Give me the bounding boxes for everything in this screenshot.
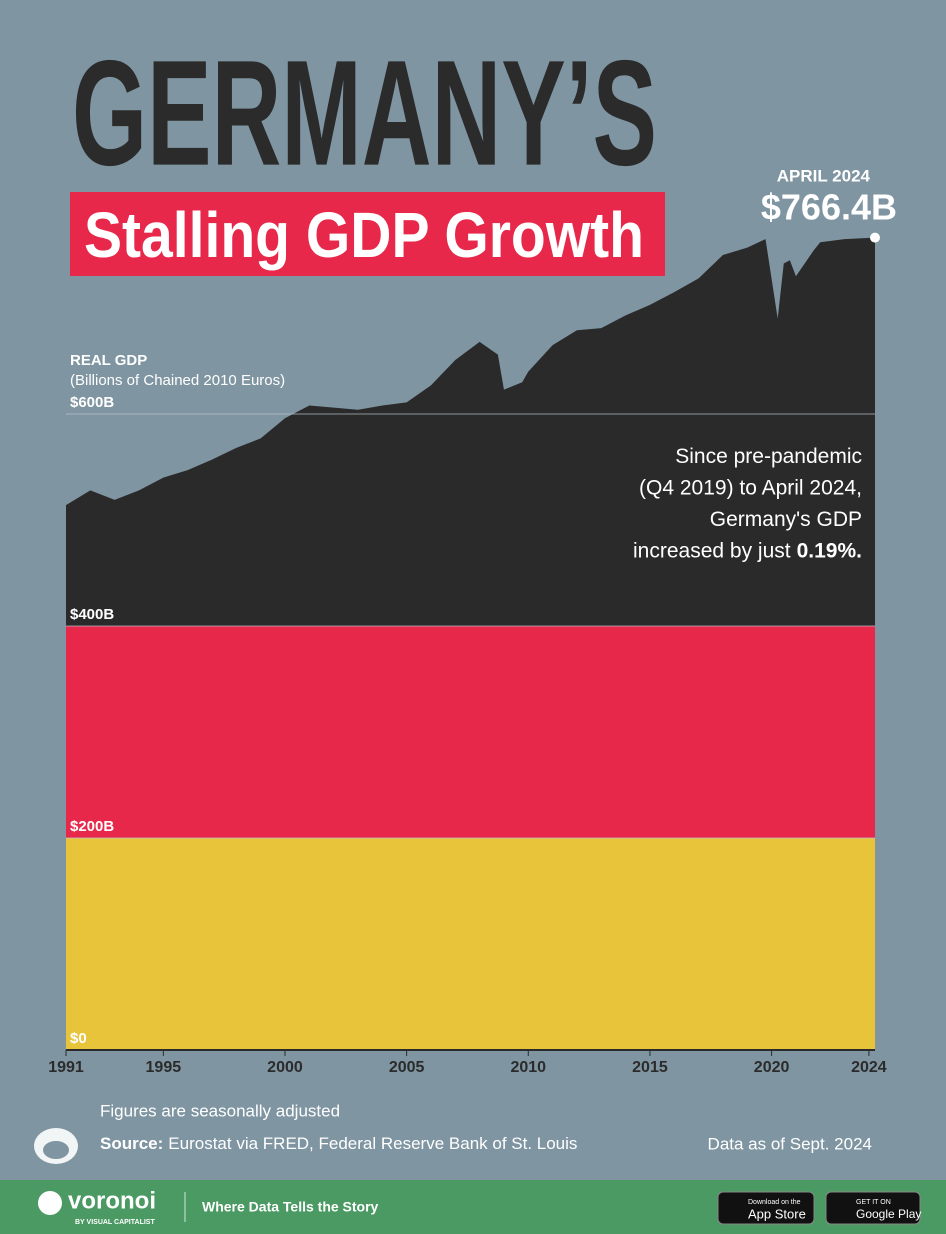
x-tick-label: 2000 bbox=[267, 1059, 303, 1076]
y-tick-label: $400B bbox=[70, 606, 114, 623]
google-play-top: GET IT ON bbox=[856, 1199, 891, 1206]
annotation-text: Since pre-pandemic bbox=[675, 445, 862, 468]
note: Figures are seasonally adjusted bbox=[100, 1101, 340, 1120]
source-line: Source: Eurostat via FRED, Federal Reserv… bbox=[100, 1134, 577, 1153]
annotation-text: (Q4 2019) to April 2024, bbox=[639, 476, 862, 499]
last-point-label: $766.4B bbox=[761, 187, 897, 228]
y-tick-label: $200B bbox=[70, 818, 114, 835]
y-axis-sublabel: (Billions of Chained 2010 Euros) bbox=[70, 372, 285, 389]
x-tick-label: 1991 bbox=[48, 1059, 84, 1076]
source: Eurostat via FRED, Federal Reserve Bank … bbox=[168, 1134, 577, 1153]
y-tick-label: $0 bbox=[70, 1030, 87, 1047]
annotation-line: (Q4 2019) to April 2024, bbox=[639, 476, 862, 499]
annotation: Since pre-pandemic (Q4 2019) to April 202… bbox=[633, 445, 862, 563]
google-play: Google Play bbox=[856, 1207, 921, 1221]
y-tick-label: $600B bbox=[70, 394, 114, 411]
chart-subtitle: Stalling GDP Growth bbox=[84, 199, 644, 271]
flag-band bbox=[66, 838, 875, 1050]
annotation-text: increased by just bbox=[633, 539, 791, 562]
x-tick-label: 2005 bbox=[389, 1059, 425, 1076]
annotation-line: Germany's GDP bbox=[710, 508, 862, 531]
y-axis-label: REAL GDP bbox=[70, 352, 147, 369]
subtitle-box bbox=[70, 192, 665, 276]
last-point-date: APRIL 2024 bbox=[777, 166, 871, 185]
end-point bbox=[870, 232, 880, 243]
app-store-top: Download on the bbox=[748, 1199, 801, 1206]
google-play-badge[interactable] bbox=[825, 1191, 921, 1225]
data-date: Data as of Sept. 2024 bbox=[708, 1134, 872, 1153]
x-tick-label: 2010 bbox=[510, 1059, 546, 1076]
tagline: Where Data Tells the Story bbox=[202, 1199, 379, 1215]
x-tick-label: 2015 bbox=[632, 1059, 668, 1076]
logo-icon bbox=[34, 1128, 78, 1164]
annotation-line: increased by just 0.19%. bbox=[633, 539, 862, 562]
annotation-text: Germany's GDP bbox=[710, 508, 862, 531]
app-store-badge[interactable] bbox=[717, 1191, 815, 1225]
x-tick-label: 2020 bbox=[754, 1059, 790, 1076]
brand-icon bbox=[38, 1191, 62, 1215]
brand: voronoi bbox=[68, 1187, 156, 1214]
annotation-highlight: 0.19%. bbox=[797, 539, 862, 562]
app-store: App Store bbox=[748, 1206, 806, 1221]
brand-sub: BY VISUAL CAPITALIST bbox=[75, 1219, 155, 1226]
flag-band bbox=[66, 626, 875, 838]
x-tick-label: 1995 bbox=[146, 1059, 182, 1076]
plot: $0 $200B $400B $600B 1991 1995 2000 2005 2010 201… bbox=[48, 232, 887, 1076]
source-label: Source: bbox=[100, 1134, 163, 1153]
x-tick-label: 2024 bbox=[851, 1059, 887, 1076]
annotation-line: Since pre-pandemic bbox=[675, 445, 862, 468]
chart-title: GERMANY’S bbox=[72, 29, 657, 197]
